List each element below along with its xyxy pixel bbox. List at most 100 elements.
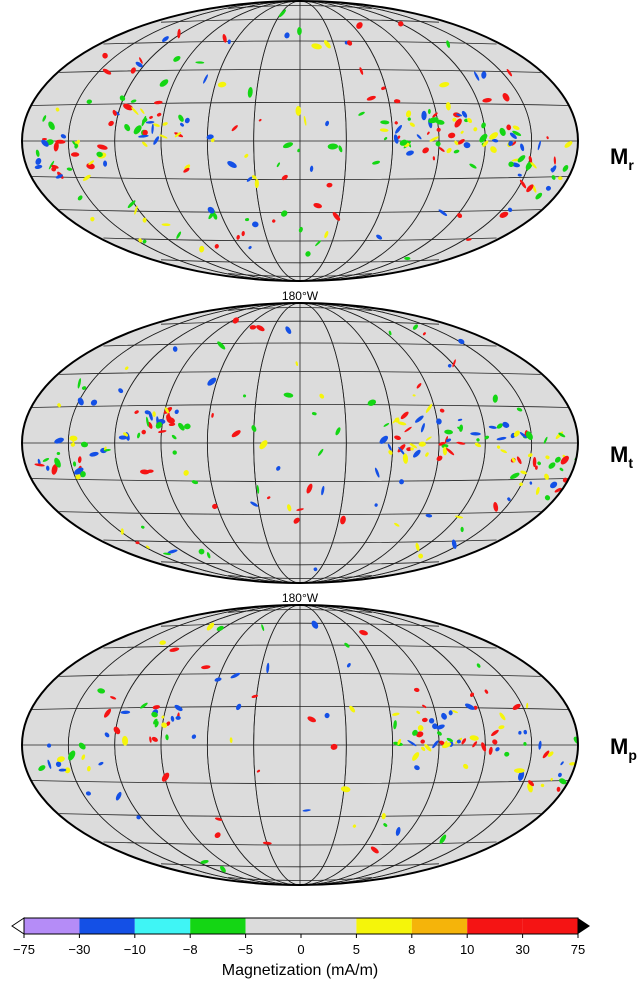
anomaly-patch <box>526 702 529 709</box>
anomaly-patch <box>306 483 313 494</box>
parallel-line <box>228 575 372 579</box>
globe-outline <box>21 302 579 584</box>
anomaly-patch <box>508 140 513 147</box>
parallel-line <box>228 5 372 9</box>
anomaly-patch <box>523 742 527 746</box>
panel-label-mp: Mp <box>610 734 637 763</box>
anomaly-patch <box>597 482 604 488</box>
anomaly-patch <box>548 462 556 469</box>
anomaly-patch <box>170 715 175 722</box>
anomaly-patch <box>74 467 84 475</box>
anomaly-patch <box>330 743 338 750</box>
anomaly-patch <box>508 161 514 167</box>
colorbar-tick-label: −5 <box>238 942 253 957</box>
anomaly-patch <box>183 167 190 173</box>
anomaly-patch <box>456 441 466 445</box>
anomaly-patch <box>464 703 475 710</box>
anomaly-patch <box>195 61 205 64</box>
anomaly-patch <box>607 486 617 497</box>
anomaly-patch <box>452 117 457 122</box>
anomaly-patch <box>488 746 493 755</box>
anomaly-patch <box>399 139 408 146</box>
anomaly-patch <box>613 190 618 196</box>
anomaly-patch <box>453 149 460 154</box>
colorbar-over-arrow <box>578 918 590 934</box>
anomaly-patch <box>332 212 341 221</box>
anomaly-patch <box>615 128 625 135</box>
anomaly-patch <box>467 117 473 124</box>
anomaly-patch <box>157 430 167 434</box>
anomaly-patch <box>432 112 438 118</box>
anomaly-patch <box>244 153 249 158</box>
graticule <box>22 605 578 885</box>
anomaly-patch <box>523 729 528 735</box>
anomaly-patch <box>57 403 62 408</box>
anomaly-patch <box>639 156 644 162</box>
anomaly-patch <box>149 115 153 119</box>
anomaly-patch <box>220 865 226 873</box>
anomaly-patch <box>607 780 618 786</box>
anomaly-patch <box>406 447 412 452</box>
anomaly-patch <box>298 226 303 233</box>
anomaly-patch <box>97 688 106 694</box>
colorbar-segment <box>245 918 301 934</box>
anomaly-patch <box>428 117 439 124</box>
anomaly-patch <box>579 147 590 153</box>
anomaly-patch <box>409 443 418 449</box>
anomaly-patch <box>136 815 141 820</box>
anomaly-patch <box>465 238 472 241</box>
anomaly-patch <box>285 326 292 334</box>
anomaly-patch <box>550 777 553 781</box>
anomaly-patch <box>595 150 603 159</box>
anomaly-patch <box>607 789 612 795</box>
anomaly-patch <box>428 718 435 724</box>
anomaly-patch <box>425 403 433 413</box>
anomaly-patch <box>201 665 211 670</box>
anomaly-patch <box>542 750 550 759</box>
anomaly-patch <box>429 136 439 142</box>
anomaly-patch <box>54 457 61 468</box>
anomaly-patch <box>230 672 241 679</box>
anomaly-patch <box>413 449 421 458</box>
anomaly-patch <box>439 408 445 413</box>
anomaly-patch <box>560 761 564 766</box>
anomaly-patches <box>34 317 617 572</box>
anomaly-patch <box>295 105 302 116</box>
anomaly-patch <box>229 737 233 744</box>
anomaly-patch <box>451 539 457 549</box>
anomaly-patch <box>579 768 587 776</box>
anomaly-patch <box>516 456 522 465</box>
anomaly-patch <box>146 416 149 427</box>
longitude-label-2: 180°W <box>282 591 319 605</box>
anomaly-patch <box>217 341 226 350</box>
anomaly-patch <box>436 455 443 462</box>
anomaly-patch <box>621 179 631 189</box>
anomaly-patch <box>460 526 464 533</box>
parallel-line <box>59 69 541 73</box>
anomaly-patch <box>80 441 89 448</box>
anomaly-patch <box>454 118 462 128</box>
anomaly-patch <box>388 450 393 455</box>
anomaly-patch <box>123 432 129 437</box>
anomaly-patch <box>217 81 227 88</box>
anomaly-patch <box>616 185 619 192</box>
anomaly-patch <box>381 813 386 820</box>
anomaly-patch <box>469 692 475 697</box>
anomaly-patch <box>372 160 381 165</box>
anomaly-patch <box>446 40 451 48</box>
anomaly-patch <box>493 501 499 512</box>
anomaly-patch <box>134 205 138 215</box>
colorbar-tick-label: −30 <box>68 942 90 957</box>
anomaly-patch <box>66 167 73 171</box>
anomaly-patch <box>159 79 169 87</box>
anomaly-patch <box>459 424 464 432</box>
anomaly-patch <box>323 40 331 49</box>
anomaly-patch <box>64 767 71 774</box>
anomaly-patch <box>135 61 143 68</box>
anomaly-patch <box>313 567 318 572</box>
anomaly-patch <box>526 184 534 193</box>
anomaly-patch <box>412 729 418 736</box>
anomaly-patch <box>519 482 523 486</box>
anomaly-patch <box>151 736 158 742</box>
anomaly-patch <box>241 231 245 237</box>
